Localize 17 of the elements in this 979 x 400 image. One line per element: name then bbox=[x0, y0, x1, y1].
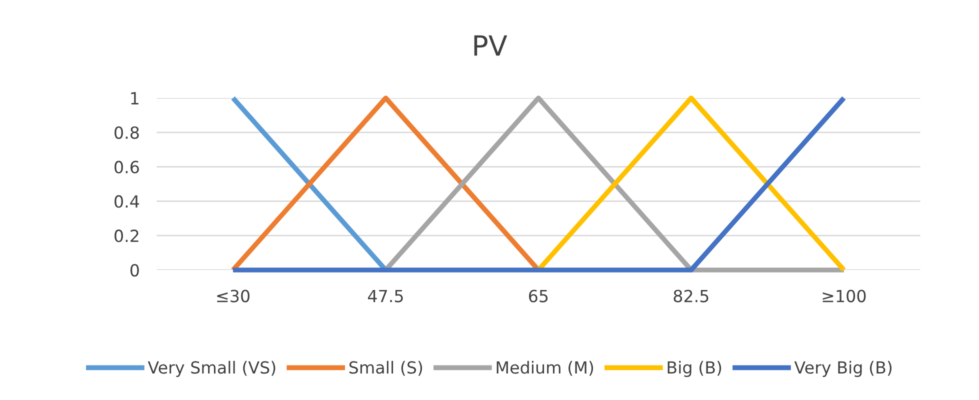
y-tick-label: 0.8 bbox=[114, 126, 139, 139]
x-tick-label: 82.5 bbox=[674, 290, 708, 302]
x-tick-label: 47.5 bbox=[368, 290, 403, 302]
legend-label: Big (B) bbox=[668, 360, 722, 377]
legend-label: Very Small (VS) bbox=[148, 360, 276, 377]
x-tick-label: ≥100 bbox=[822, 290, 866, 302]
legend-label: Very Big (B) bbox=[794, 360, 892, 377]
y-tick-label: 0.6 bbox=[114, 160, 139, 174]
legend-label: Small (S) bbox=[349, 360, 422, 376]
legend-label: Medium (M) bbox=[496, 360, 594, 376]
x-tick-label: ≤30 bbox=[217, 290, 250, 302]
y-tick-label: 1 bbox=[131, 92, 138, 104]
x-tick-label: 65 bbox=[529, 290, 548, 302]
chart-title: PV bbox=[474, 35, 508, 56]
y-tick-label: 0.4 bbox=[114, 195, 140, 208]
y-tick-label: 0 bbox=[130, 264, 139, 277]
y-tick-label: 0.2 bbox=[114, 230, 138, 242]
